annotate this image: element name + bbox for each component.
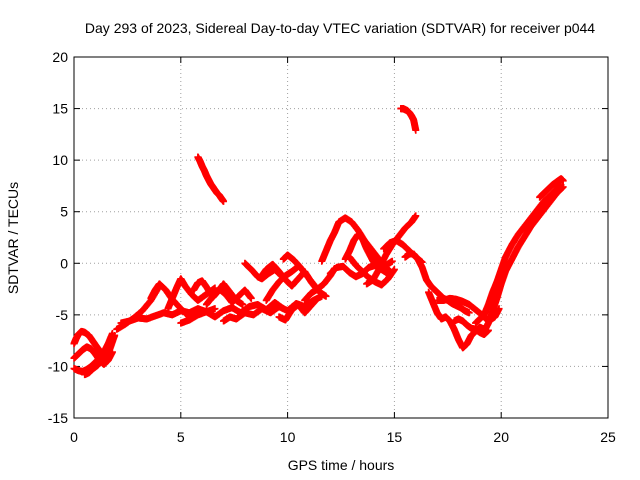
- y-tick-label: 0: [60, 255, 68, 271]
- y-axis-label: SDTVAR / TECUs: [5, 182, 21, 294]
- data-point: [412, 212, 420, 220]
- x-tick-label: 0: [70, 429, 78, 445]
- data-point: [220, 197, 228, 205]
- x-tick-label: 15: [387, 429, 403, 445]
- x-tick-label: 10: [280, 429, 296, 445]
- y-tick-label: 10: [52, 152, 68, 168]
- y-tick-label: -5: [56, 307, 69, 323]
- y-tick-label: 5: [60, 204, 68, 220]
- data-point: [111, 331, 119, 339]
- data-point: [412, 126, 420, 134]
- data-point: [211, 305, 219, 313]
- y-tick-label: 20: [52, 49, 68, 65]
- data-point: [247, 294, 255, 302]
- y-tick-label: -15: [48, 410, 68, 426]
- data-point: [239, 301, 247, 309]
- x-axis-label: GPS time / hours: [288, 457, 395, 473]
- x-tick-label: 20: [493, 429, 509, 445]
- data-point: [465, 309, 473, 317]
- data-point: [314, 294, 322, 302]
- x-tick-label: 5: [177, 429, 185, 445]
- axis-ticks: 0 5 10 15 20 25 -15 -10 -5 0 5 10 15 20: [48, 49, 616, 445]
- data-point: [390, 265, 398, 273]
- data-point: [559, 177, 567, 185]
- y-tick-label: 15: [52, 101, 68, 117]
- plot-frame: [73, 56, 609, 419]
- grid-lines: [74, 57, 608, 418]
- x-tick-label: 25: [600, 429, 616, 445]
- data-point: [559, 183, 567, 191]
- y-tick-label: -10: [48, 358, 68, 374]
- chart-title: Day 293 of 2023, Sidereal Day-to-day VTE…: [85, 20, 595, 36]
- data-points: [70, 105, 567, 379]
- data-point: [388, 257, 396, 265]
- data-point: [322, 292, 330, 300]
